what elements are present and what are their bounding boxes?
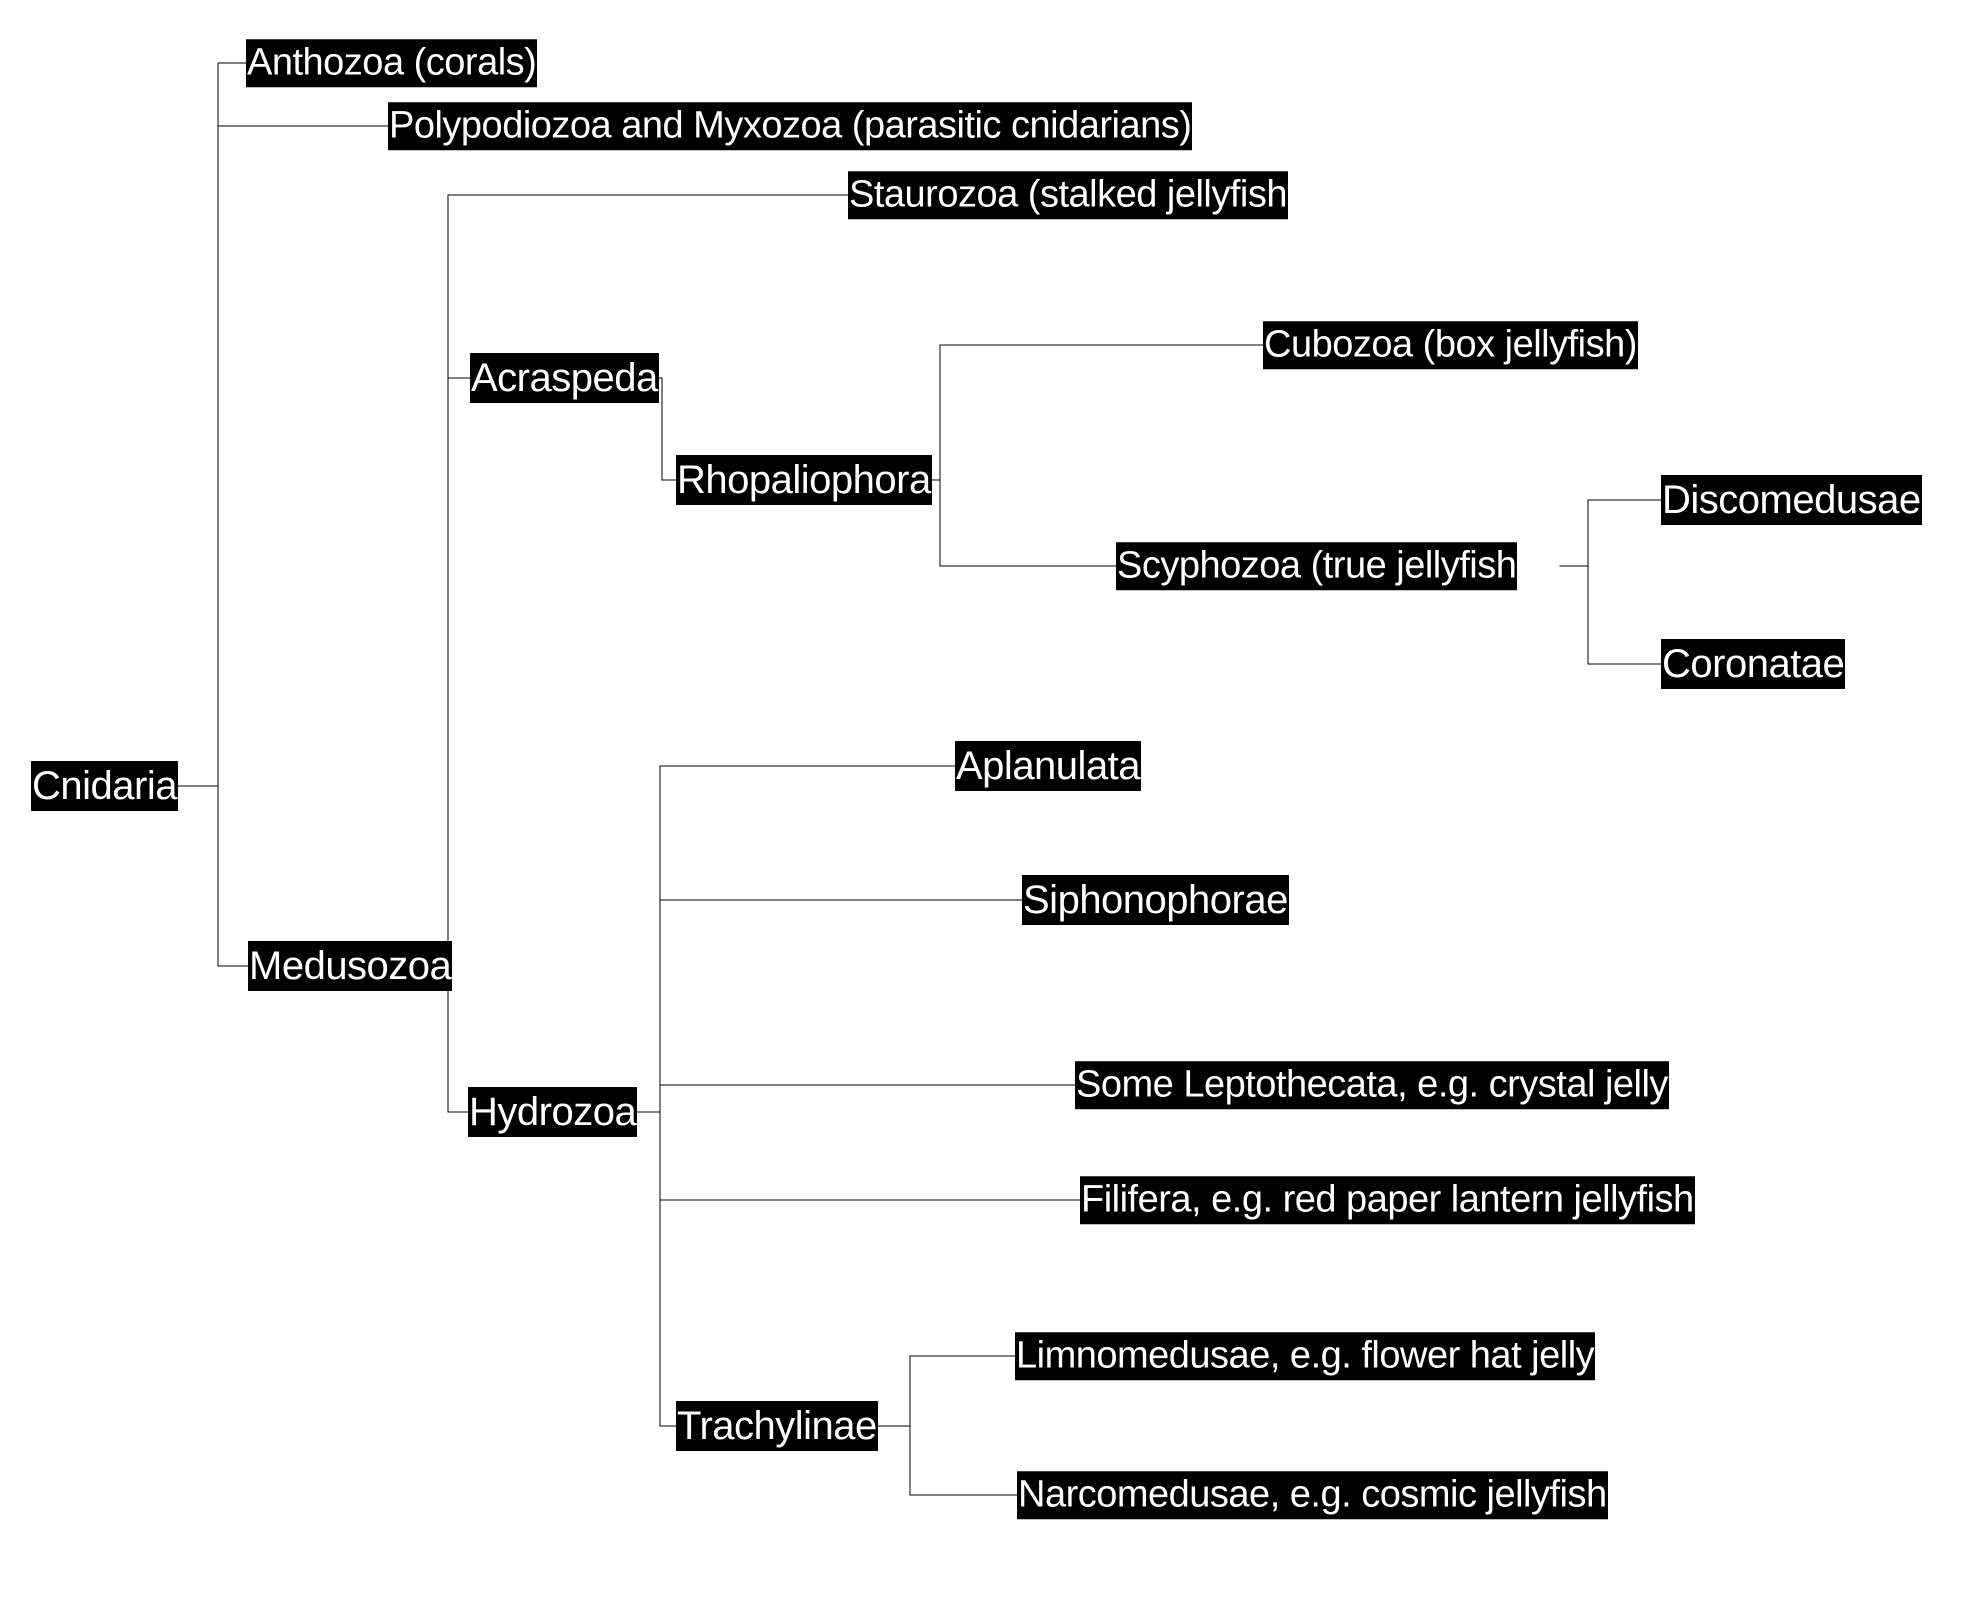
cladogram-stage: Cnidaria Anthozoa (corals) Polypodiozoa … [0,0,1962,1618]
node-siphonophorae: Siphonophorae [1022,875,1289,925]
edge-layer [0,0,1962,1618]
node-narcomedusae: Narcomedusae, e.g. cosmic jellyfish [1017,1471,1608,1519]
node-anthozoa: Anthozoa (corals) [246,39,537,87]
node-medusozoa: Medusozoa [248,941,452,991]
node-aplanulata: Aplanulata [955,741,1141,791]
node-limnomedusae: Limnomedusae, e.g. flower hat jelly [1015,1332,1595,1380]
node-cnidaria: Cnidaria [31,761,178,811]
node-coronatae: Coronatae [1661,639,1845,689]
node-filifera: Filifera, e.g. red paper lantern jellyfi… [1080,1176,1695,1224]
node-rhopaliophora: Rhopaliophora [676,455,932,505]
node-hydrozoa: Hydrozoa [468,1087,637,1137]
node-acraspeda: Acraspeda [470,353,659,403]
node-cubozoa: Cubozoa (box jellyfish) [1263,321,1638,369]
node-staurozoa: Staurozoa (stalked jellyfish [848,171,1288,219]
node-leptothecata: Some Leptothecata, e.g. crystal jelly [1075,1061,1669,1109]
node-polyp-myxo: Polypodiozoa and Myxozoa (parasitic cnid… [388,102,1192,150]
node-scyphozoa: Scyphozoa (true jellyfish [1116,542,1517,590]
node-discomedusae: Discomedusae [1661,475,1922,525]
node-trachylinae: Trachylinae [676,1401,878,1451]
